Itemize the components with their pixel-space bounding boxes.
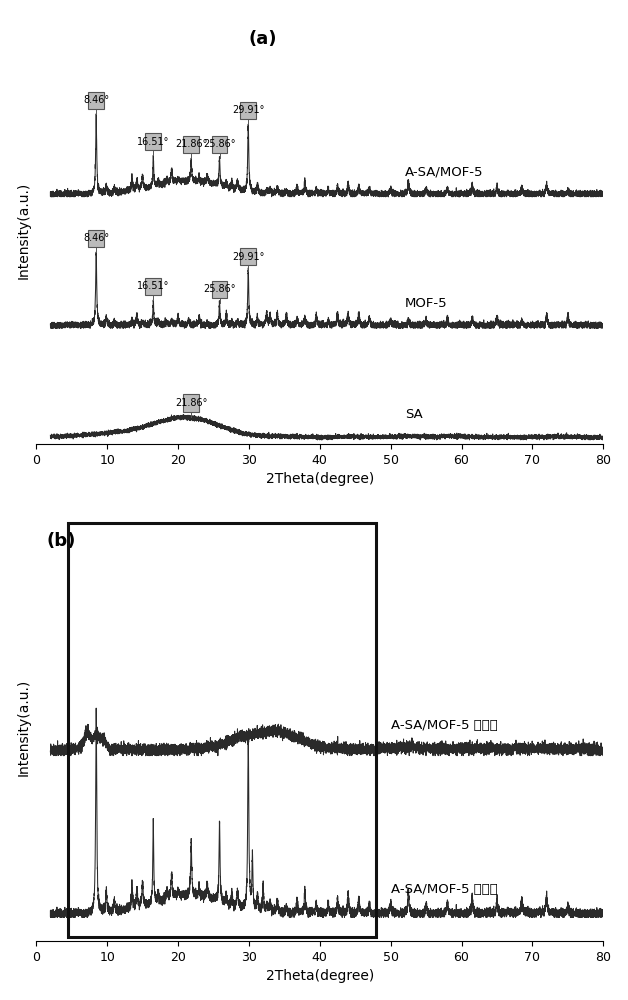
X-axis label: 2Theta(degree): 2Theta(degree) bbox=[266, 472, 374, 486]
Bar bbox=[68, 523, 377, 937]
Text: A-SA/MOF-5: A-SA/MOF-5 bbox=[405, 165, 484, 178]
Y-axis label: Intensity(a.u.): Intensity(a.u.) bbox=[17, 679, 31, 776]
Text: 29.91°: 29.91° bbox=[232, 252, 264, 262]
FancyBboxPatch shape bbox=[212, 281, 227, 298]
Text: A-SA/MOF-5 吸附后: A-SA/MOF-5 吸附后 bbox=[391, 719, 497, 732]
Y-axis label: Intensity(a.u.): Intensity(a.u.) bbox=[17, 182, 31, 279]
FancyBboxPatch shape bbox=[241, 102, 256, 119]
Text: MOF-5: MOF-5 bbox=[405, 297, 448, 310]
Text: 16.51°: 16.51° bbox=[137, 137, 170, 147]
Text: 21.86°: 21.86° bbox=[175, 398, 207, 408]
Text: (b): (b) bbox=[47, 532, 76, 550]
FancyBboxPatch shape bbox=[241, 248, 256, 265]
Text: 25.86°: 25.86° bbox=[203, 284, 236, 294]
X-axis label: 2Theta(degree): 2Theta(degree) bbox=[266, 969, 374, 983]
FancyBboxPatch shape bbox=[183, 136, 199, 153]
Text: SA: SA bbox=[405, 408, 423, 421]
Text: 25.86°: 25.86° bbox=[203, 139, 236, 149]
FancyBboxPatch shape bbox=[146, 133, 161, 150]
Text: 8.46°: 8.46° bbox=[83, 95, 109, 105]
Text: 16.51°: 16.51° bbox=[137, 281, 170, 291]
FancyBboxPatch shape bbox=[89, 230, 104, 247]
FancyBboxPatch shape bbox=[212, 136, 227, 153]
FancyBboxPatch shape bbox=[146, 278, 161, 295]
Text: 21.86°: 21.86° bbox=[175, 139, 207, 149]
Text: 8.46°: 8.46° bbox=[83, 233, 109, 243]
Text: (a): (a) bbox=[249, 30, 278, 48]
FancyBboxPatch shape bbox=[89, 92, 104, 109]
FancyBboxPatch shape bbox=[183, 394, 199, 412]
Text: A-SA/MOF-5 吸附前: A-SA/MOF-5 吸附前 bbox=[391, 883, 497, 896]
Text: 29.91°: 29.91° bbox=[232, 105, 264, 115]
